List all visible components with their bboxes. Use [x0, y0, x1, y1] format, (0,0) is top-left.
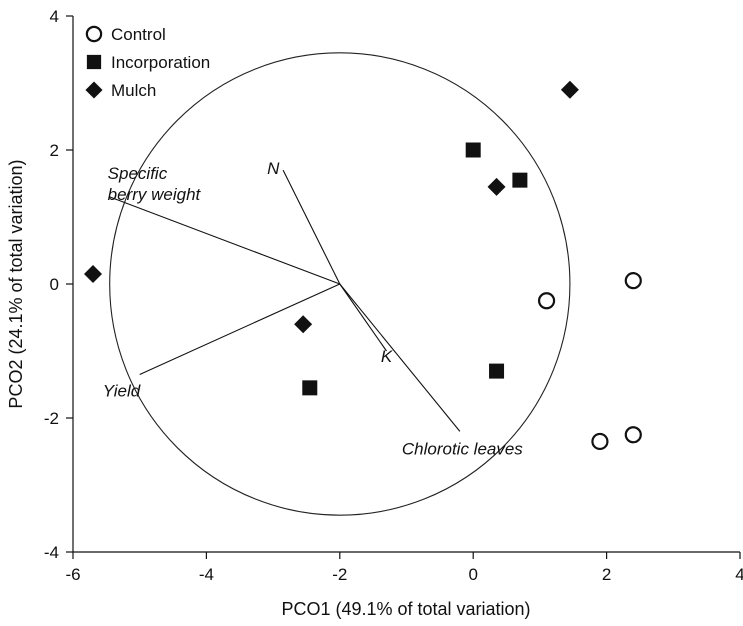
vector-label-line: Specific [108, 164, 168, 183]
vector-label-n: N [267, 159, 280, 178]
y-tick-label: -4 [44, 543, 59, 562]
point-incorporation [489, 363, 505, 379]
vector-label-chlorotic-leaves: Chlorotic leaves [402, 439, 523, 458]
x-tick-label: -6 [65, 565, 80, 584]
y-ticks: -4 -2 0 2 4 [44, 7, 73, 562]
vector-label-yield: Yield [103, 381, 141, 400]
vector-yield [139, 283, 341, 375]
vector-label-k: K [381, 347, 393, 366]
y-tick-label: 2 [50, 141, 59, 160]
legend: Control Incorporation Mulch [85, 25, 210, 100]
point-control [624, 426, 642, 444]
point-control [624, 272, 642, 290]
point-control [591, 432, 609, 451]
data-points [84, 80, 642, 451]
point-incorporation [302, 380, 318, 396]
point-mulch [294, 315, 313, 334]
x-tick-label: 0 [468, 565, 477, 584]
vector-specific-berry-weight [109, 196, 340, 285]
x-axis-title: PCO1 (49.1% of total variation) [281, 599, 530, 619]
point-mulch [84, 264, 103, 283]
point-mulch [487, 177, 506, 196]
legend-label-incorporation: Incorporation [111, 53, 210, 72]
vector-label-line: Chlorotic leaves [402, 439, 523, 458]
x-tick-label: 2 [602, 565, 611, 584]
vector-label-line: berry weight [108, 185, 202, 204]
vector-label-line: K [381, 347, 393, 366]
vector-label-specific-berry-weight: Specific berry weight [108, 164, 202, 204]
x-tick-label: 4 [735, 565, 743, 584]
y-tick-label: -2 [44, 409, 59, 428]
correlation-circle [109, 52, 571, 516]
legend-marker-control [85, 25, 103, 43]
legend-marker-incorporation [86, 54, 102, 70]
point-incorporation [512, 172, 528, 188]
vector-label-line: Yield [103, 381, 141, 400]
point-control [537, 292, 556, 310]
axes: -6 -4 -2 0 2 4 -4 -2 0 2 4 [44, 7, 743, 584]
vector-n [282, 169, 341, 285]
vector-k [339, 283, 387, 352]
y-tick-label: 4 [50, 7, 59, 26]
x-ticks: -6 -4 -2 0 2 4 [65, 552, 743, 584]
vector-chlorotic-leaves [339, 283, 461, 432]
x-tick-label: -4 [199, 565, 214, 584]
vector-layer: N Specific berry weight Yield K Chlorotic lea… [103, 159, 524, 458]
correlation-circle-layer [109, 52, 571, 516]
legend-label-control: Control [111, 25, 166, 44]
y-tick-label: 0 [50, 275, 59, 294]
point-incorporation [465, 142, 481, 158]
point-mulch [560, 80, 579, 99]
vector-label-line: N [267, 159, 280, 178]
legend-marker-mulch [85, 81, 103, 99]
x-tick-label: -2 [332, 565, 347, 584]
y-axis-title: PCO2 (24.1% of total variation) [6, 159, 26, 408]
legend-label-mulch: Mulch [111, 81, 156, 100]
